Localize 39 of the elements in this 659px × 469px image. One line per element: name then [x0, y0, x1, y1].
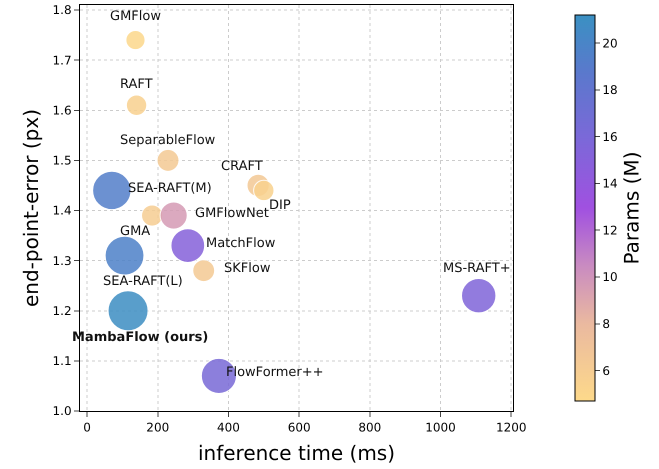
annotation: GMFlow: [110, 9, 162, 24]
color-bar-label: 8: [602, 317, 610, 331]
color-bar-label: 18: [602, 83, 618, 98]
annotation: SEA-RAFT(L): [103, 274, 183, 289]
x-tick-label: 600: [288, 420, 311, 434]
x-tick-label: 1200: [496, 420, 527, 434]
color-bar-label: 14: [602, 176, 618, 191]
x-tick-label: 1000: [425, 420, 456, 434]
annotation: SeparableFlow: [120, 133, 216, 148]
color-bar-label: 16: [602, 130, 618, 144]
y-tick-label: 1.5: [52, 154, 72, 168]
y-tick-label: 1.1: [52, 354, 72, 368]
y-tick-label: 1.3: [52, 254, 72, 268]
annotation: GMA: [120, 224, 150, 239]
y-tick-label: 1.0: [52, 404, 72, 418]
annotation: MatchFlow: [206, 236, 276, 251]
annotation: RAFT: [120, 77, 153, 92]
x-tick-label: 800: [358, 420, 382, 434]
color-bar-label: 6: [602, 364, 610, 378]
x-tick-label: 200: [146, 420, 170, 434]
y-axis-title: end-point-error (px): [19, 108, 44, 308]
annotation: GMFlowNet: [195, 206, 269, 221]
color-bar-label: 10: [602, 270, 618, 284]
annotation: MS-RAFT+: [443, 261, 511, 276]
color-bar-label: 20: [602, 36, 618, 50]
x-axis-title: inference time (ms): [198, 440, 396, 465]
y-tick-label: 1.8: [52, 3, 72, 18]
color-bar-title: Params (M): [620, 151, 644, 265]
annotation: DIP: [269, 198, 291, 213]
annotation: CRAFT: [221, 159, 263, 174]
y-tick-label: 1.7: [52, 53, 72, 68]
x-tick-label: 0: [83, 420, 91, 434]
color-bar-label: 12: [602, 223, 618, 238]
y-tick-label: 1.6: [52, 103, 72, 118]
y-tick-label: 1.2: [52, 304, 72, 318]
annotation: FlowFormer++: [226, 365, 324, 380]
annotation: SKFlow: [224, 261, 271, 276]
y-tick-label: 1.4: [52, 204, 72, 218]
x-tick-label: 400: [217, 420, 240, 434]
